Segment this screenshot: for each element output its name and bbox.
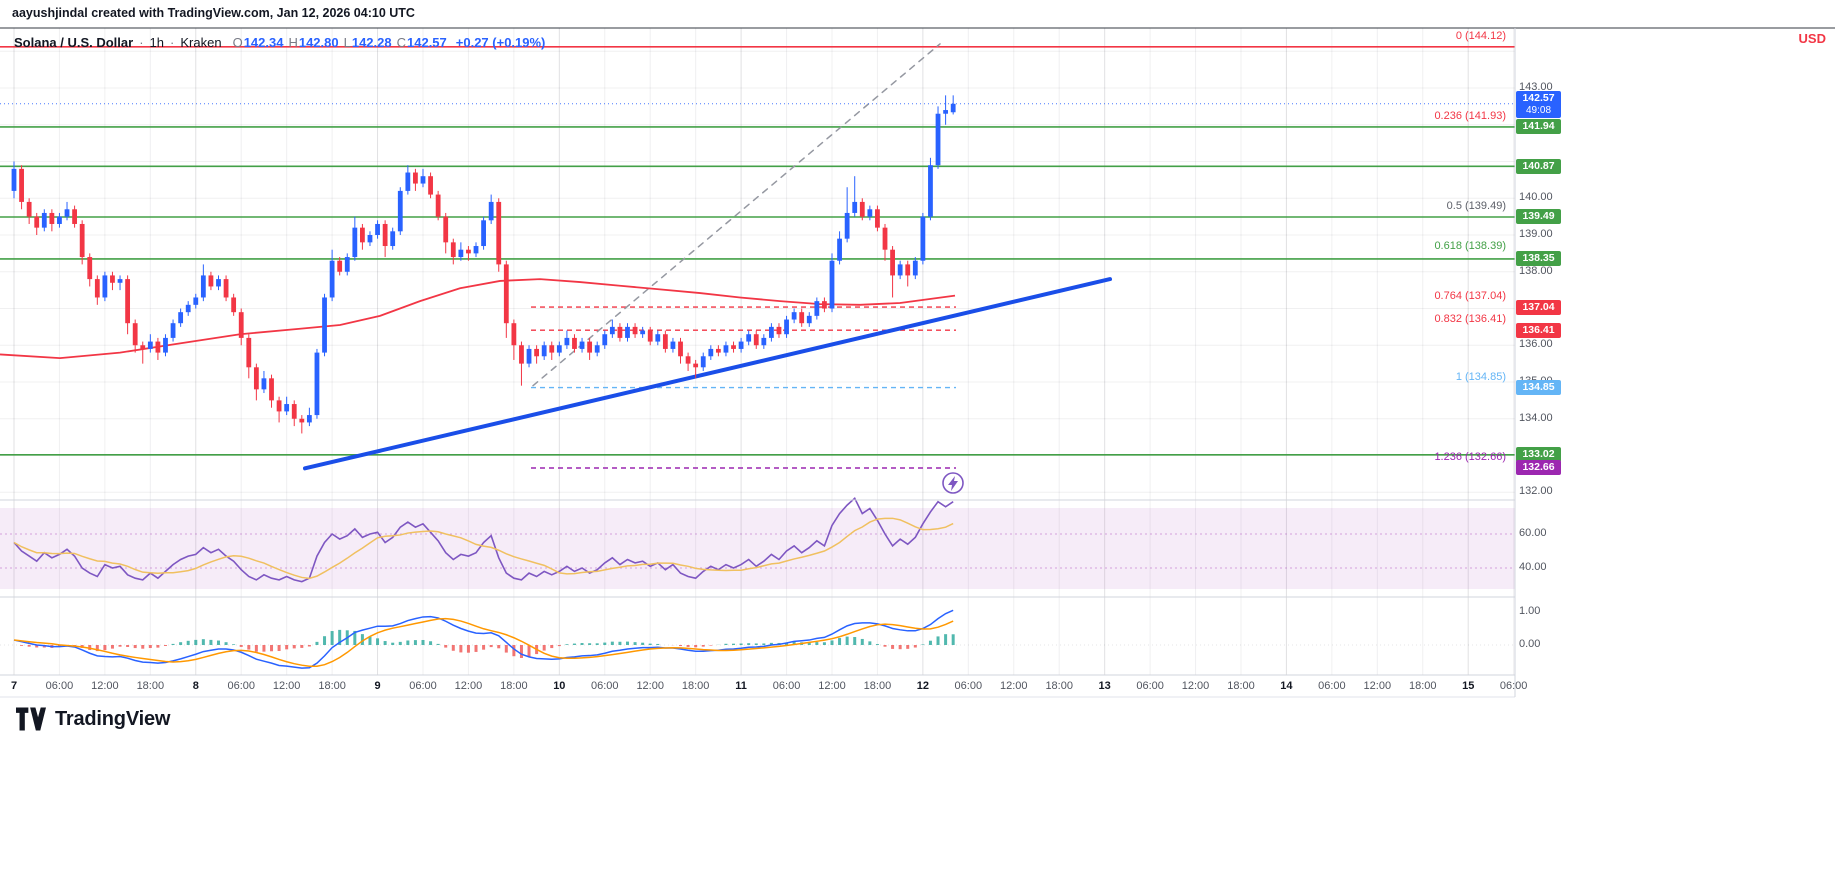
attribution-text: aayushjindal created with TradingView.co…	[12, 6, 415, 20]
support-trendline[interactable]	[303, 277, 1112, 471]
rsi-plot	[13, 497, 954, 583]
close-readout: C142.57	[397, 35, 447, 50]
open-value: 142.34	[243, 35, 284, 50]
tradingview-logo[interactable]: TradingView	[16, 706, 170, 732]
close-value: 142.57	[407, 35, 447, 50]
interval-label[interactable]: 1h	[149, 35, 165, 50]
low-value: 142.28	[351, 35, 392, 50]
trendline-drawings[interactable]	[303, 43, 1112, 471]
projection-dashed-line[interactable]	[532, 43, 941, 387]
exchange-label: Kraken	[180, 35, 222, 50]
separator-dot: ·	[139, 35, 144, 50]
low-readout: L142.28	[344, 35, 392, 50]
horizontal-level-lines[interactable]	[0, 46, 1515, 469]
currency-label[interactable]: USD	[1798, 31, 1826, 46]
tradingview-logo-icon	[16, 707, 46, 731]
ma-line	[0, 278, 956, 360]
grid-lines	[0, 28, 1515, 675]
chart-header: Solana / U.S. Dollar · 1h · Kraken O142.…	[14, 35, 545, 50]
change-value: +0.27 (+0.19%)	[455, 35, 546, 50]
high-label: H	[288, 35, 298, 50]
symbol-title[interactable]: Solana / U.S. Dollar	[14, 35, 134, 50]
candlestick-series	[11, 95, 956, 434]
lightning-marker[interactable]	[942, 472, 964, 494]
rsi-band	[0, 508, 1515, 646]
open-label: O	[232, 35, 243, 50]
open-readout: O142.34	[233, 35, 284, 50]
close-label: C	[396, 35, 406, 50]
lightning-icon	[948, 476, 958, 491]
high-readout: H142.80	[288, 35, 338, 50]
macd-plot	[13, 609, 955, 669]
low-label: L	[343, 35, 351, 50]
pane-frame	[0, 27, 1835, 698]
separator-dot: ·	[170, 35, 175, 50]
tradingview-wordmark: TradingView	[55, 707, 171, 730]
high-value: 142.80	[298, 35, 339, 50]
